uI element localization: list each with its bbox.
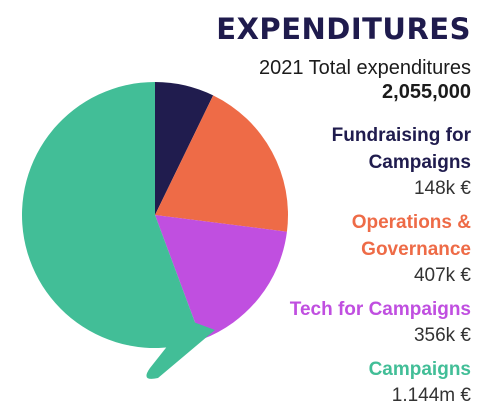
pie-slice bbox=[155, 82, 214, 215]
info-panel: EXPENDITURES 2021 Total expenditures 2,0… bbox=[211, 8, 471, 416]
legend-label: Governance bbox=[361, 239, 471, 260]
legend-label: Fundraising for bbox=[331, 125, 471, 146]
pie-slice bbox=[21, 82, 202, 348]
subtitle: 2021 Total expenditures bbox=[258, 57, 471, 79]
legend-entry: Tech for Campaigns 356k € bbox=[211, 296, 471, 348]
legend-value: 1.144m € bbox=[391, 385, 471, 406]
legend-label: Tech for Campaigns bbox=[289, 299, 471, 320]
legend-value: 356k € bbox=[413, 325, 471, 346]
total-expenditures: 2,055,000 bbox=[382, 81, 471, 103]
speech-bubble-tail bbox=[146, 320, 215, 379]
legend-value: 407k € bbox=[413, 265, 471, 286]
page-title: EXPENDITURES bbox=[216, 12, 471, 46]
legend-entry: Campaigns 1.144m € bbox=[211, 356, 471, 408]
legend-label: Campaigns bbox=[368, 152, 471, 173]
legend-value: 148k € bbox=[413, 178, 471, 199]
legend-label: Campaigns bbox=[368, 359, 471, 380]
pie-slice bbox=[155, 215, 287, 340]
legend: Fundraising for Campaigns 148k € Operations… bbox=[211, 122, 471, 408]
legend-label: Operations & bbox=[351, 212, 471, 233]
legend-entry: Operations & Governance 407k € bbox=[211, 209, 471, 288]
pie-slice bbox=[155, 95, 288, 232]
legend-entry: Fundraising for Campaigns 148k € bbox=[211, 122, 471, 201]
